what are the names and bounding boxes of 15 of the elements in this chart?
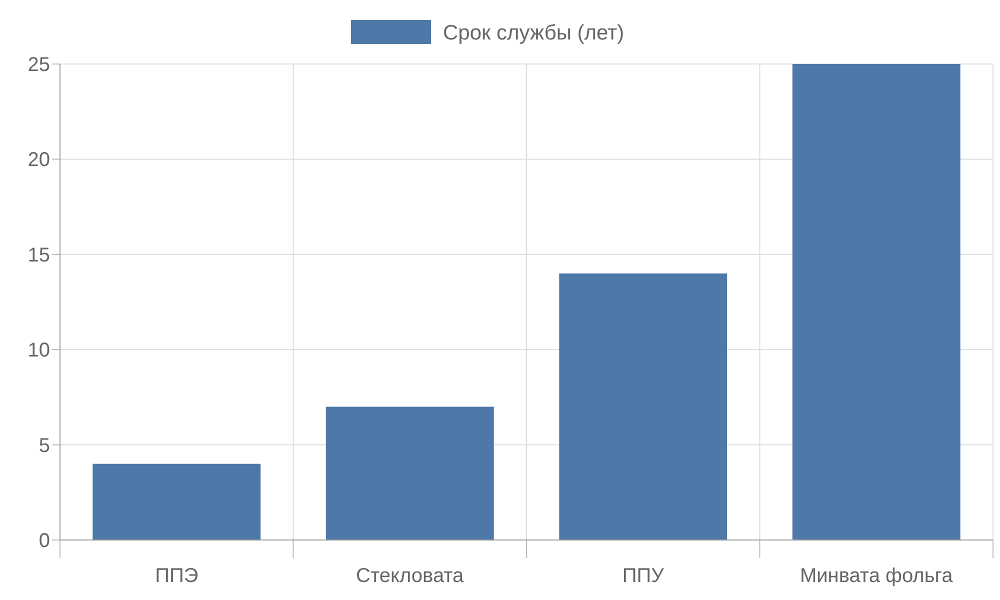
bar (92, 464, 261, 540)
y-tick-label: 15 (28, 244, 50, 266)
y-tick-label: 10 (28, 340, 50, 362)
y-tick-label: 5 (38, 434, 50, 457)
y-tick-label: 0 (38, 530, 50, 552)
legend-label: Срок службы (лет) (443, 21, 624, 44)
x-tick-label: Минвата фольга (800, 565, 954, 587)
x-tick-label: ППЭ (155, 565, 198, 587)
bar (326, 406, 494, 540)
y-tick-label: 20 (28, 149, 50, 172)
y-tick-label: 25 (28, 54, 50, 76)
bar (559, 273, 728, 540)
x-tick-label: ППУ (622, 565, 664, 587)
bar (792, 64, 960, 540)
x-tick-label: Стекловата (356, 565, 465, 587)
